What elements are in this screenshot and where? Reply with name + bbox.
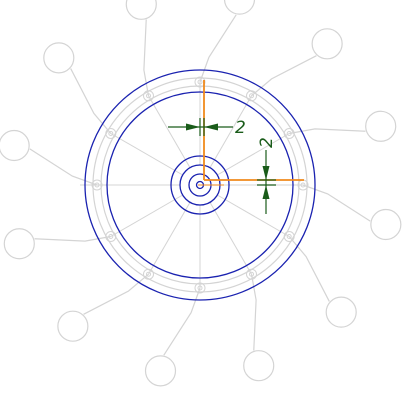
ghost-spoke <box>110 194 183 237</box>
ghost-pin-pad <box>144 355 177 387</box>
ghost-lead <box>288 236 330 302</box>
ghost-lead <box>83 273 149 315</box>
ghost-spoke <box>217 133 290 176</box>
ghost-rim-node <box>105 231 117 242</box>
blue-circles <box>84 69 316 301</box>
ghost-rim-node <box>246 90 257 102</box>
ghost-pin-pad <box>3 228 35 260</box>
ghost-rim-node <box>246 268 257 280</box>
ghost-rim-node-inner <box>249 93 254 99</box>
horizontal-dimension: 2 <box>168 118 246 138</box>
ghost-rim-node <box>194 76 206 88</box>
ghost-lead <box>251 55 317 97</box>
ghost-lead <box>163 287 201 356</box>
ghost-spoke <box>209 202 252 275</box>
ghost-rim-node-inner <box>286 234 292 239</box>
ghost-pin-pad <box>325 296 357 328</box>
ghost-pin-pad <box>0 129 30 162</box>
inner-rim-circle <box>106 91 294 279</box>
ghost-pin-pad <box>223 0 256 15</box>
ghost-lead <box>302 184 371 222</box>
ghost-pin-pad <box>57 310 89 342</box>
ghost-lead <box>34 235 111 242</box>
ghost-rim-node-inner <box>300 182 306 188</box>
ghost-rim-node-inner <box>108 131 114 136</box>
ghost-pin-pad <box>365 110 397 142</box>
ghost-lead <box>29 148 98 186</box>
ghost-rim-node <box>194 282 206 294</box>
ghost-rim-node-inner <box>146 271 151 277</box>
ghost-pin-pad <box>370 208 402 241</box>
ghost-rim-node <box>105 128 117 139</box>
horizontal-dimension-value: 2 <box>235 118 246 138</box>
ghost-spoke <box>148 202 191 275</box>
ghost-pin-pad <box>243 350 275 382</box>
ghost-rim-node <box>283 128 295 139</box>
ghost-lead <box>250 274 257 351</box>
ghost-rim-node <box>143 90 154 102</box>
horizontal-arrow-left <box>186 123 200 131</box>
ghost-spoke <box>209 95 252 168</box>
ghost-rim-node-inner <box>197 79 203 85</box>
ghost-pin-pad <box>311 28 343 60</box>
ghost-spoke <box>217 194 290 237</box>
ghost-rim-node-inner <box>197 285 203 291</box>
ghost-lead <box>143 19 150 96</box>
hub-outer-circle <box>170 155 230 215</box>
ghost-lead <box>199 14 237 83</box>
ghost-pin-pad <box>43 42 75 74</box>
ghost-rim-node <box>283 231 295 242</box>
vertical-arrow-bottom <box>262 185 270 199</box>
ghost-geometry <box>0 0 402 387</box>
ghost-spoke <box>110 133 183 176</box>
ghost-spoke <box>148 95 191 168</box>
ghost-rim-node <box>143 268 154 280</box>
outer-rim-circle <box>84 69 316 301</box>
vertical-dimension-value: 2 <box>257 137 277 148</box>
ghost-pin-pad <box>125 0 157 20</box>
vertical-dimension: 2 <box>257 137 277 214</box>
vertical-arrow-top <box>262 166 270 180</box>
horizontal-arrow-right <box>204 123 218 131</box>
ghost-lead <box>289 128 366 135</box>
ghost-lead <box>70 68 112 134</box>
